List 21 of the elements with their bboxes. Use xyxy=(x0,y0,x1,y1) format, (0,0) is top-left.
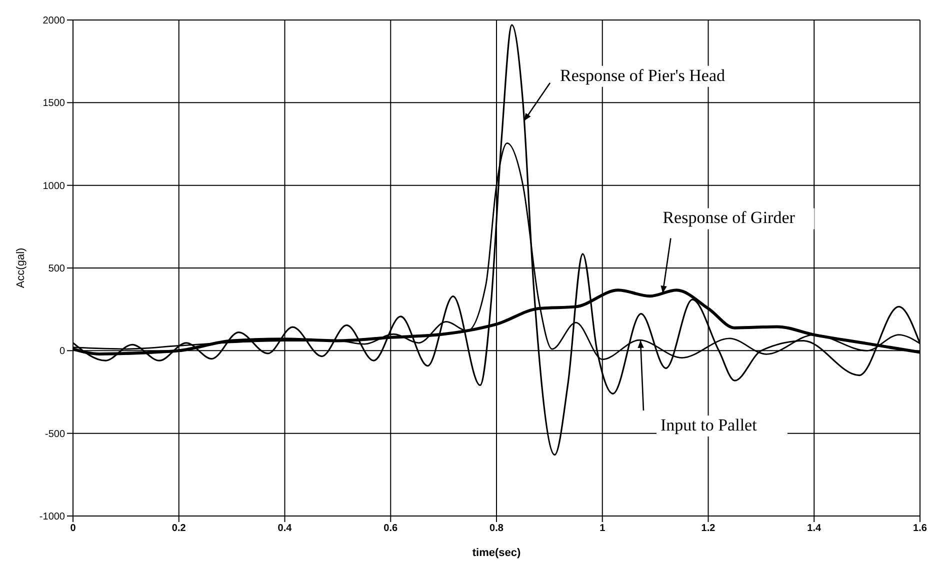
x-tick-label: 1.6 xyxy=(913,523,928,534)
y-tick-label: -500 xyxy=(44,428,66,440)
y-tick-label: 2000 xyxy=(42,16,66,27)
text: Response of Pier's Head xyxy=(560,66,726,85)
x-tick-label: 0.4 xyxy=(278,523,292,534)
y-axis-title: Acc(gal) xyxy=(14,248,27,288)
y-tick-label: 1500 xyxy=(42,98,66,110)
x-tick-label: 1.4 xyxy=(807,523,822,534)
x-tick-label: 1.2 xyxy=(701,523,716,534)
x-tick-label: 0.2 xyxy=(172,523,186,534)
y-tick-label: 1000 xyxy=(42,180,66,192)
y-tick-label: -1000 xyxy=(39,512,66,523)
x-tick-label: 0 xyxy=(70,523,76,534)
x-tick-label: 0.6 xyxy=(384,523,398,534)
y-tick-label: 500 xyxy=(48,264,66,275)
text: Response of Girder xyxy=(662,208,796,228)
x-tick-label: 1 xyxy=(600,523,606,534)
x-axis-title: time(sec) xyxy=(472,547,521,559)
text: Input to Pallet xyxy=(660,416,758,435)
y-tick-label: 0 xyxy=(59,346,66,358)
x-tick-label: 0.8 xyxy=(490,523,504,534)
